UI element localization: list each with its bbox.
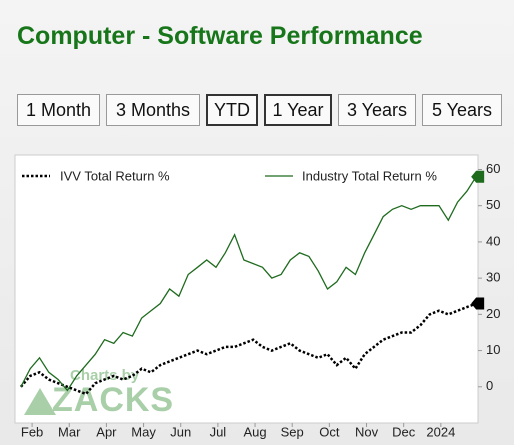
x-tick-label: Aug	[243, 424, 266, 439]
legend-label: Industry Total Return %	[302, 168, 437, 183]
range-button[interactable]: 3 Months	[106, 94, 200, 126]
series-line	[20, 176, 477, 392]
x-tick-label: Sep	[281, 424, 304, 439]
x-tick-label: Apr	[96, 424, 117, 439]
end-marker	[471, 170, 485, 183]
x-tick-label: May	[131, 424, 156, 439]
x-tick-label: Jun	[170, 424, 191, 439]
y-tick-label: 20	[486, 306, 500, 321]
range-button[interactable]: 5 Years	[422, 94, 502, 126]
y-tick-label: 60	[486, 161, 500, 176]
x-tick-label: Nov	[355, 424, 379, 439]
x-tick-label: 2024	[426, 424, 455, 439]
y-tick-label: 30	[486, 270, 500, 285]
x-tick-label: Oct	[319, 424, 340, 439]
x-tick-label: Mar	[58, 424, 81, 439]
x-tick-label: Jul	[210, 424, 227, 439]
y-tick-label: 40	[486, 233, 500, 248]
plot-area	[14, 154, 479, 424]
page-title: Computer - Software Performance	[17, 22, 423, 50]
y-tick-label: 50	[486, 197, 500, 212]
watermark: Charts by	[70, 367, 140, 384]
range-button[interactable]: 1 Year	[264, 94, 332, 126]
x-tick-label: Dec	[392, 424, 416, 439]
y-tick-label: 10	[486, 342, 500, 357]
range-button[interactable]: YTD	[206, 94, 258, 126]
range-button[interactable]: 1 Month	[17, 94, 100, 126]
range-button[interactable]: 3 Years	[338, 94, 416, 126]
legend-label: IVV Total Return %	[60, 168, 170, 183]
end-marker	[471, 297, 485, 310]
series-line	[19, 302, 477, 396]
watermark-logo	[24, 388, 56, 415]
x-tick-label: Feb	[21, 424, 43, 439]
y-tick-label: 0	[486, 378, 493, 393]
